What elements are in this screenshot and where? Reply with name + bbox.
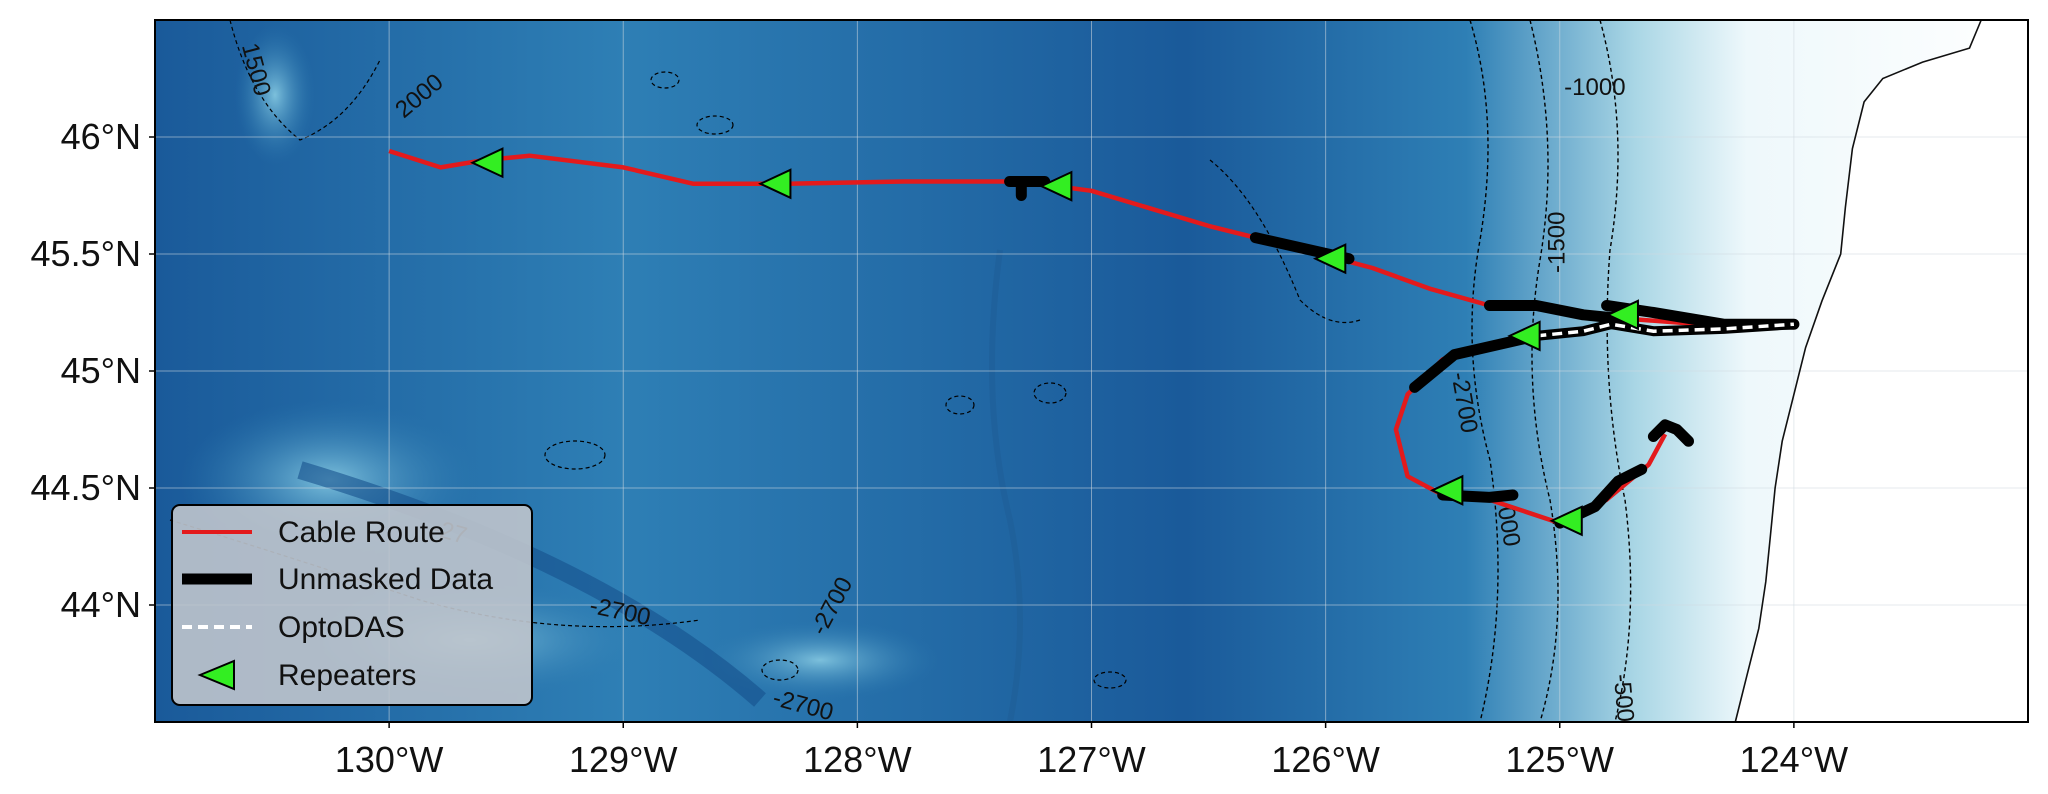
- contour-ring: [696, 115, 734, 135]
- contour-ring: [945, 395, 975, 415]
- channel-2: [989, 249, 1023, 722]
- x-axis-ticks: 130°W 129°W 128°W 127°W 126°W 125°W 124°W: [335, 722, 1848, 780]
- legend-swatch-repeater: [197, 659, 235, 691]
- y-tick-label: 46°N: [61, 116, 141, 157]
- cable-layer: [388, 148, 1800, 529]
- repeater-marker: [1430, 474, 1464, 506]
- y-tick-label: 45°N: [61, 350, 141, 391]
- contour-label: -1500: [1543, 212, 1570, 273]
- channel-1: [297, 461, 766, 707]
- seamount-1: [235, 25, 315, 165]
- repeater-marker: [1549, 505, 1583, 537]
- y-axis-ticks: 46°N 45.5°N 45°N 44.5°N 44°N: [31, 116, 155, 625]
- contour-line: [1209, 159, 1361, 324]
- contour-ring: [1033, 382, 1067, 404]
- legend-label-cable: Cable Route: [278, 516, 445, 549]
- unmasked-segment: [1484, 300, 1636, 325]
- x-tick-label: 129°W: [569, 739, 677, 780]
- optodas-path: [1536, 322, 1795, 338]
- x-tick-label: 127°W: [1037, 739, 1145, 780]
- y-tick-label: 45.5°N: [31, 233, 141, 274]
- x-tick-label: 124°W: [1740, 739, 1848, 780]
- legend-box: [171, 504, 533, 706]
- unmasked-segment: [1409, 330, 1542, 393]
- repeater-marker: [1039, 170, 1073, 202]
- y-tick-label: 44°N: [61, 584, 141, 625]
- y-tick-label: 44.5°N: [31, 467, 141, 508]
- repeater-marker: [1605, 299, 1639, 331]
- repeater-marker: [1507, 320, 1541, 352]
- coastline: [1734, 19, 1982, 723]
- x-tick-label: 125°W: [1506, 739, 1614, 780]
- x-tick-label: 126°W: [1271, 739, 1379, 780]
- contour-line: [1469, 20, 1499, 722]
- legend-label-optodas: OptoDAS: [278, 611, 405, 644]
- legend-label-repeater: Repeaters: [278, 659, 416, 692]
- unmasked-segment: [1647, 419, 1694, 447]
- x-tick-label: 130°W: [335, 739, 443, 780]
- repeater-marker: [1312, 243, 1347, 275]
- contour-line: [1529, 20, 1559, 722]
- repeater-layer: [470, 147, 1639, 537]
- contour-label: -1000: [1564, 74, 1625, 101]
- contour-ring: [544, 440, 606, 470]
- repeater-marker: [758, 168, 792, 200]
- contour-line: [229, 20, 381, 141]
- seamount-4: [700, 620, 940, 700]
- x-tick-label: 128°W: [803, 739, 911, 780]
- graticule: [155, 20, 2028, 722]
- legend-label-unmasked: Unmasked Data: [278, 563, 493, 596]
- repeater-marker: [470, 147, 504, 179]
- contour-label: -500: [1608, 673, 1639, 723]
- contour-ring: [761, 659, 799, 681]
- contour-line: [1599, 20, 1632, 722]
- contour-ring: [650, 71, 680, 89]
- contour-ring: [1093, 671, 1127, 689]
- legend: Cable Route Unmasked Data OptoDAS Repeat…: [171, 504, 533, 706]
